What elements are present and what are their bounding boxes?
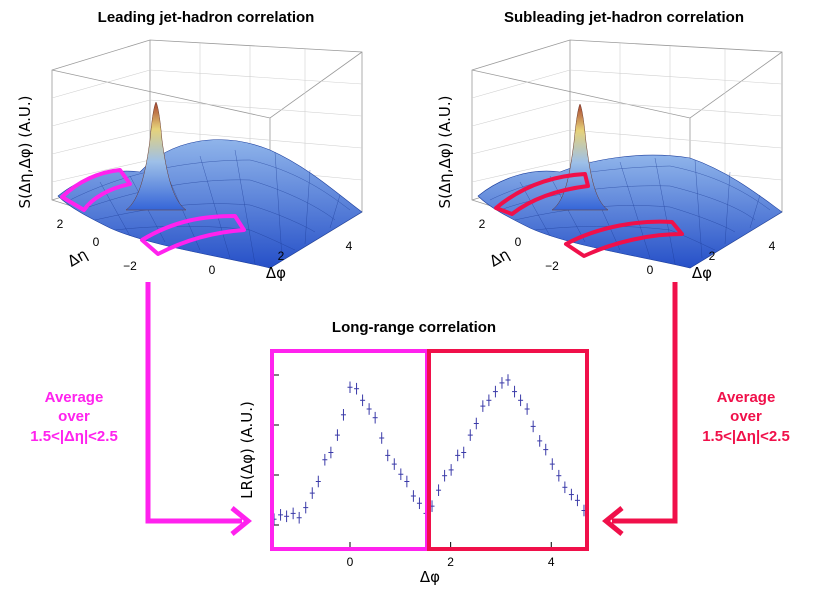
long-range-plot: Long-range correlation 0 2 4 LR(Δφ) (A.U.)… [238, 319, 589, 586]
data-point [436, 484, 442, 496]
subleading-region-far [564, 219, 684, 258]
data-point [284, 510, 290, 523]
x-tick-label: 2 [447, 555, 454, 569]
subleading-xlabel: Δφ [692, 264, 712, 282]
left-arrow [145, 282, 252, 536]
data-point [518, 394, 524, 407]
data-point [512, 385, 518, 398]
data-point [524, 403, 530, 415]
leading-phi-tick-0: 0 [209, 263, 216, 277]
data-point [347, 381, 353, 394]
data-point [549, 458, 555, 470]
long-range-xlabel: Δφ [420, 568, 440, 586]
data-point [556, 469, 562, 482]
subleading-ylabel: Δη [486, 245, 512, 270]
near-side-box [270, 349, 429, 551]
data-point [309, 487, 315, 499]
data-point [562, 481, 568, 494]
right-arrow [602, 282, 678, 536]
leading-eta-tick-2: −2 [123, 259, 137, 273]
subleading-grid [471, 43, 783, 201]
data-point [334, 429, 340, 441]
data-point [480, 400, 486, 412]
subleading-eta-tick-2: −2 [545, 259, 559, 273]
data-point [537, 435, 543, 447]
data-point [315, 475, 321, 488]
data-point [366, 403, 372, 415]
data-point [543, 443, 549, 456]
left-annotation-line-1: Average [45, 389, 104, 406]
leading-region-near [60, 168, 132, 212]
x-ticks: 0 2 4 [347, 542, 555, 569]
data-point [398, 468, 404, 481]
data-point [328, 446, 334, 459]
leading-eta-tick-0: 2 [57, 217, 64, 231]
data-point [360, 394, 366, 407]
data-point [391, 458, 397, 470]
leading-phi-tick-2: 4 [346, 239, 353, 253]
leading-eta-tick-1: 0 [93, 235, 100, 249]
leading-ylabel: Δη [64, 245, 90, 270]
data-point [340, 409, 346, 421]
data-point [486, 394, 492, 407]
data-point [461, 446, 467, 459]
data-point [404, 475, 410, 488]
data-point [492, 385, 498, 398]
subleading-phi-tick-2: 4 [769, 239, 776, 253]
right-annotation-line-3: 1.5<|Δη|<2.5 [702, 428, 790, 445]
data-point [385, 449, 391, 462]
left-annotation-line-3: 1.5<|Δη|<2.5 [30, 428, 118, 445]
subleading-eta-tick-0: 2 [479, 217, 486, 231]
leading-phi-tick-1: 2 [278, 249, 285, 263]
data-point [455, 449, 461, 462]
subleading-region-near [494, 172, 590, 216]
data-point [303, 501, 309, 514]
leading-title: Leading jet-hadron correlation [98, 9, 315, 26]
leading-panel: Leading jet-hadron correlation [16, 9, 363, 282]
data-point [372, 411, 378, 424]
right-annotation-line-1: Average [717, 389, 776, 406]
data-point [568, 488, 574, 501]
x-tick-label: 0 [347, 555, 354, 569]
leading-xlabel: Δφ [266, 264, 286, 282]
right-annotation: Average over 1.5<|Δη|<2.5 [702, 389, 790, 445]
data-point [354, 382, 360, 395]
left-annotation: Average over 1.5<|Δη|<2.5 [30, 389, 118, 445]
data-point [442, 469, 448, 482]
left-annotation-line-2: over [58, 408, 90, 425]
subleading-phi-tick-0: 0 [647, 263, 654, 277]
data-point [499, 377, 505, 389]
subleading-surface [477, 154, 783, 269]
subleading-panel: Subleading jet-hadron correlation [436, 9, 783, 282]
data-point [467, 429, 473, 441]
data-point [448, 464, 454, 476]
subleading-title: Subleading jet-hadron correlation [504, 9, 744, 26]
data-point [416, 497, 422, 510]
leading-region-far [140, 214, 246, 256]
leading-zlabel: S(Δη,Δφ) (A.U.) [16, 96, 34, 209]
data-point [574, 494, 580, 507]
data-point [505, 374, 511, 386]
data-point [322, 453, 328, 466]
x-tick-label: 4 [548, 555, 555, 569]
data-point [278, 509, 284, 521]
subleading-phi-tick-1: 2 [709, 249, 716, 263]
leading-peak [125, 101, 187, 211]
data-point [379, 432, 385, 444]
long-range-ylabel: LR(Δφ) (A.U.) [238, 401, 256, 499]
right-annotation-line-2: over [730, 408, 762, 425]
subleading-peak [551, 103, 609, 211]
data-point [410, 490, 416, 502]
subleading-zlabel: S(Δη,Δφ) (A.U.) [436, 96, 454, 209]
data-point [530, 420, 536, 433]
data-point [473, 417, 479, 430]
data-point [290, 507, 296, 520]
long-range-title: Long-range correlation [332, 319, 496, 336]
data-point [296, 511, 302, 524]
away-side-box [427, 349, 589, 551]
subleading-eta-tick-1: 0 [515, 235, 522, 249]
